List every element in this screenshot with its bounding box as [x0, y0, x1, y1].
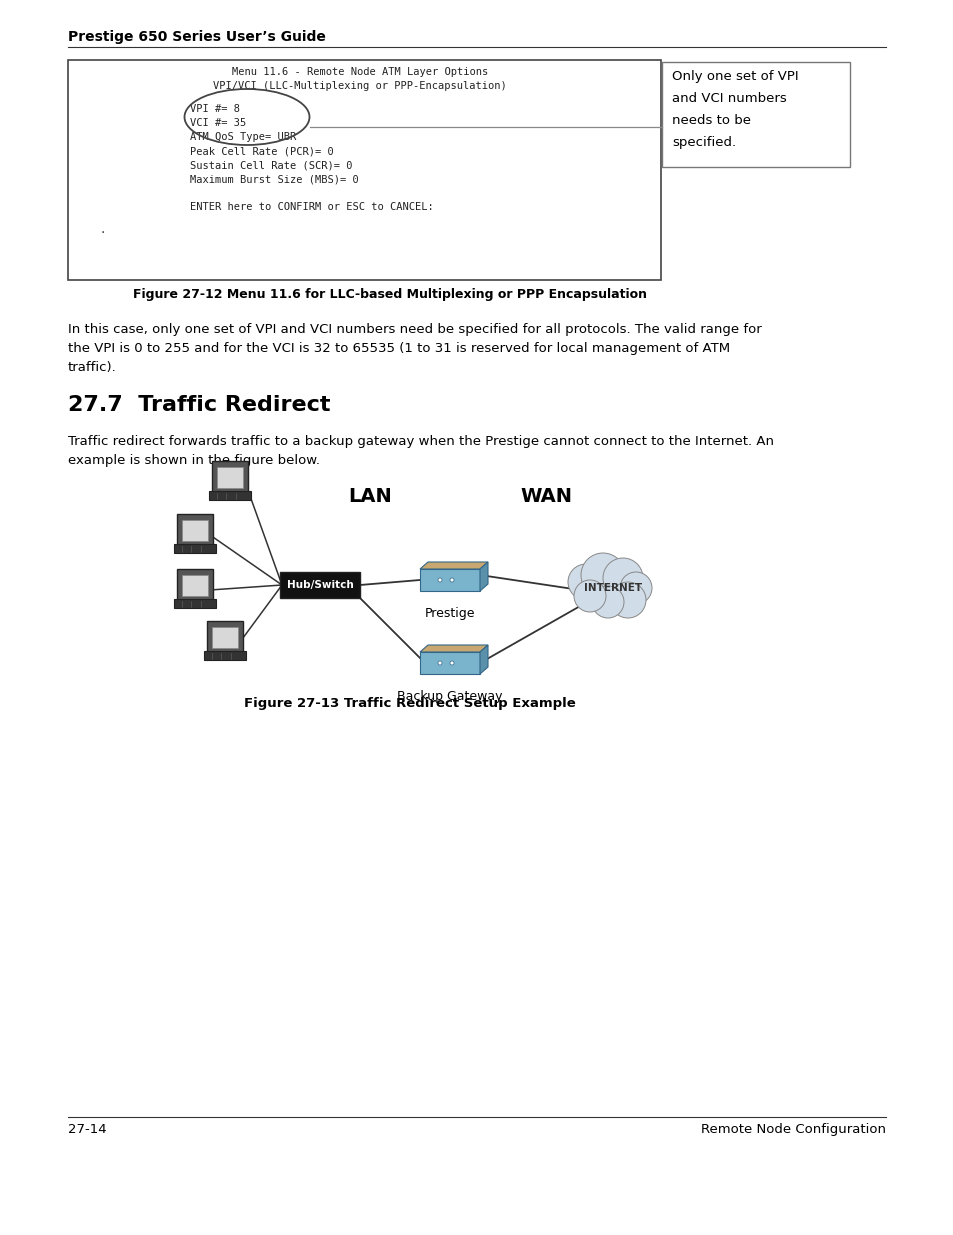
- Text: VPI #= 8: VPI #= 8: [190, 104, 240, 114]
- Polygon shape: [479, 562, 488, 592]
- Text: LAN: LAN: [348, 487, 392, 506]
- FancyBboxPatch shape: [661, 62, 849, 167]
- Text: traffic).: traffic).: [68, 361, 116, 374]
- Circle shape: [609, 582, 645, 618]
- Text: Prestige 650 Series User’s Guide: Prestige 650 Series User’s Guide: [68, 30, 326, 44]
- FancyBboxPatch shape: [176, 569, 213, 600]
- Text: ATM QoS Type= UBR: ATM QoS Type= UBR: [190, 132, 296, 142]
- Text: In this case, only one set of VPI and VCI numbers need be specified for all prot: In this case, only one set of VPI and VC…: [68, 324, 760, 336]
- FancyBboxPatch shape: [419, 652, 479, 674]
- Polygon shape: [419, 562, 488, 569]
- Text: VCI #= 35: VCI #= 35: [190, 119, 246, 128]
- Circle shape: [602, 558, 642, 598]
- Text: Traffic redirect forwards traffic to a backup gateway when the Prestige cannot c: Traffic redirect forwards traffic to a b…: [68, 435, 773, 448]
- Text: the VPI is 0 to 255 and for the VCI is 32 to 65535 (1 to 31 is reserved for loca: the VPI is 0 to 255 and for the VCI is 3…: [68, 342, 729, 354]
- Text: Peak Cell Rate (PCR)= 0: Peak Cell Rate (PCR)= 0: [190, 146, 334, 156]
- Text: VPI/VCI (LLC-Multiplexing or PPP-Encapsulation): VPI/VCI (LLC-Multiplexing or PPP-Encapsu…: [213, 82, 506, 91]
- Circle shape: [450, 578, 454, 582]
- Text: Only one set of VPI: Only one set of VPI: [671, 70, 798, 83]
- Circle shape: [437, 661, 441, 664]
- FancyBboxPatch shape: [173, 543, 215, 553]
- Text: Menu 11.6 - Remote Node ATM Layer Options: Menu 11.6 - Remote Node ATM Layer Option…: [232, 67, 488, 77]
- FancyBboxPatch shape: [212, 627, 238, 648]
- FancyBboxPatch shape: [216, 467, 243, 488]
- Text: Prestige: Prestige: [424, 606, 475, 620]
- Text: Figure 27-12 Menu 11.6 for LLC-based Multiplexing or PPP Encapsulation: Figure 27-12 Menu 11.6 for LLC-based Mul…: [132, 288, 646, 301]
- Circle shape: [574, 580, 605, 613]
- Polygon shape: [479, 645, 488, 674]
- FancyBboxPatch shape: [209, 490, 251, 500]
- Text: .: .: [100, 225, 106, 235]
- Text: needs to be: needs to be: [671, 114, 750, 127]
- FancyBboxPatch shape: [68, 61, 660, 280]
- Text: and VCI numbers: and VCI numbers: [671, 91, 786, 105]
- FancyBboxPatch shape: [207, 621, 243, 652]
- FancyBboxPatch shape: [212, 462, 248, 492]
- Text: Remote Node Configuration: Remote Node Configuration: [700, 1123, 885, 1136]
- Polygon shape: [419, 645, 488, 652]
- Text: specified.: specified.: [671, 136, 736, 149]
- Text: ENTER here to CONFIRM or ESC to CANCEL:: ENTER here to CONFIRM or ESC to CANCEL:: [190, 203, 434, 212]
- Text: Maximum Burst Size (MBS)= 0: Maximum Burst Size (MBS)= 0: [190, 174, 358, 184]
- Circle shape: [580, 553, 624, 597]
- FancyBboxPatch shape: [176, 514, 213, 545]
- Text: INTERNET: INTERNET: [583, 583, 641, 593]
- Text: Sustain Cell Rate (SCR)= 0: Sustain Cell Rate (SCR)= 0: [190, 161, 352, 170]
- Circle shape: [567, 564, 603, 600]
- Circle shape: [450, 661, 454, 664]
- FancyBboxPatch shape: [181, 576, 208, 597]
- FancyBboxPatch shape: [204, 651, 246, 661]
- Text: 27-14: 27-14: [68, 1123, 107, 1136]
- Text: 27.7  Traffic Redirect: 27.7 Traffic Redirect: [68, 395, 330, 415]
- Text: example is shown in the figure below.: example is shown in the figure below.: [68, 454, 319, 467]
- Text: Hub/Switch: Hub/Switch: [286, 580, 353, 590]
- FancyBboxPatch shape: [181, 520, 208, 541]
- FancyBboxPatch shape: [280, 572, 359, 598]
- Text: Backup Gateway: Backup Gateway: [396, 690, 502, 703]
- Circle shape: [619, 572, 651, 604]
- Circle shape: [437, 578, 441, 582]
- Text: WAN: WAN: [519, 487, 572, 506]
- Text: Figure 27-13 Traffic Redirect Setup Example: Figure 27-13 Traffic Redirect Setup Exam…: [244, 697, 576, 710]
- FancyBboxPatch shape: [173, 599, 215, 609]
- Circle shape: [592, 585, 623, 618]
- FancyBboxPatch shape: [419, 569, 479, 592]
